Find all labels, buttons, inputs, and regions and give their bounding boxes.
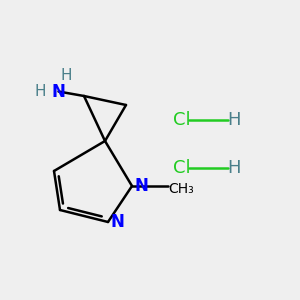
Text: N: N — [134, 177, 148, 195]
Text: CH₃: CH₃ — [169, 182, 194, 196]
Text: N: N — [110, 213, 124, 231]
Text: H: H — [35, 84, 46, 99]
Text: H: H — [227, 111, 241, 129]
Text: Cl: Cl — [173, 111, 190, 129]
Text: H: H — [227, 159, 241, 177]
Text: H: H — [60, 68, 72, 82]
Text: Cl: Cl — [173, 159, 190, 177]
Text: N: N — [52, 82, 65, 100]
